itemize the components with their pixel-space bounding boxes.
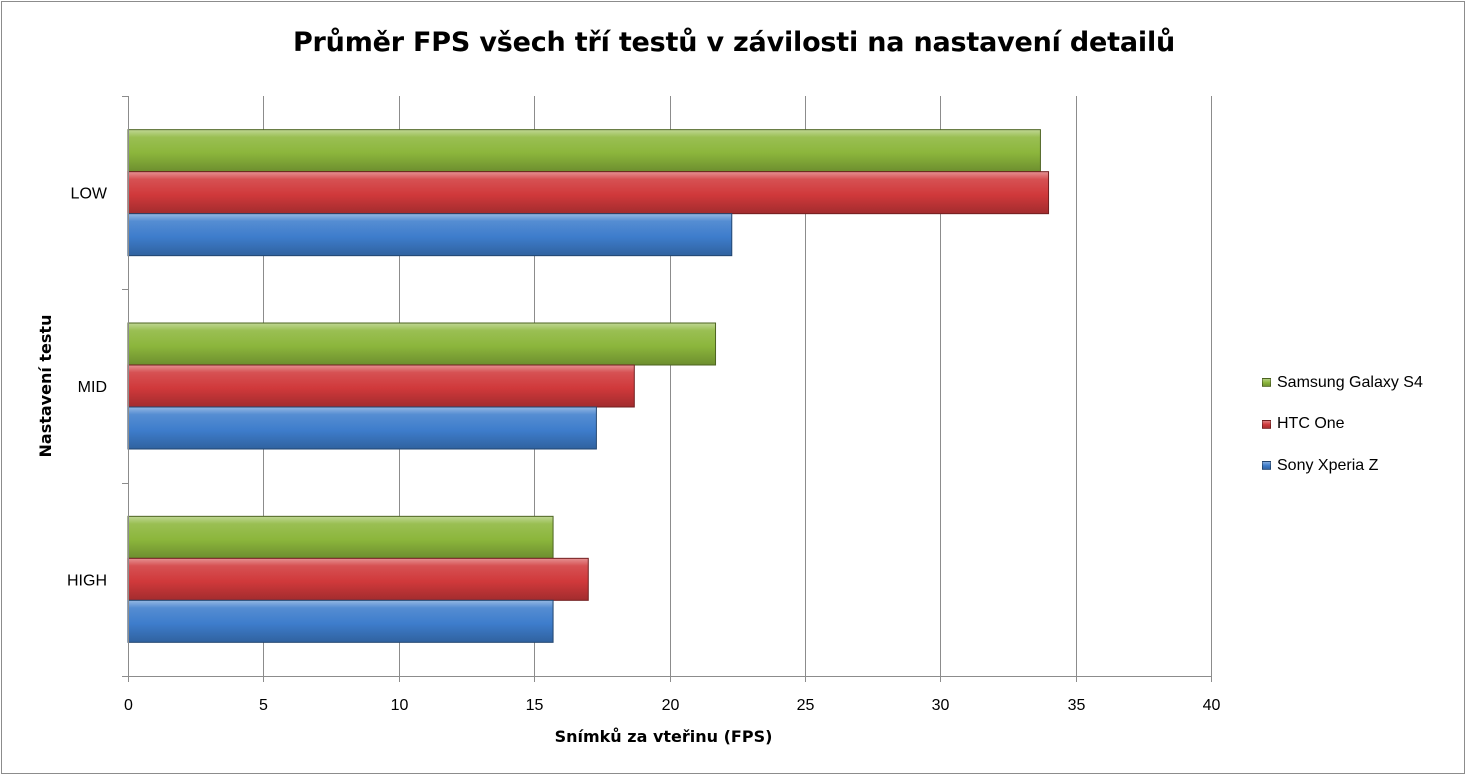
legend-label-htc: HTC One <box>1277 415 1345 432</box>
bar-high-htc <box>127 557 589 601</box>
legend-item-htc: HTC One <box>1262 414 1423 435</box>
legend-item-sony: Sony Xperia Z <box>1262 455 1423 476</box>
chart-legend: Samsung Galaxy S4 HTC One Sony Xperia Z <box>1262 372 1423 497</box>
x-tick-label: 5 <box>259 697 268 714</box>
bar-low-samsung <box>127 129 1041 173</box>
bar-high-samsung <box>127 515 554 559</box>
x-tick-label: 20 <box>662 697 680 714</box>
legend-swatch-samsung <box>1262 378 1271 387</box>
legend-item-samsung: Samsung Galaxy S4 <box>1262 372 1423 393</box>
x-tick-label: 15 <box>526 697 544 714</box>
chart-title: Průměr FPS všech tří testů v závilosti n… <box>292 27 1176 58</box>
bar-high-sony <box>127 599 554 643</box>
x-tick-label: 0 <box>124 697 133 714</box>
x-tick-label: 40 <box>1203 697 1221 714</box>
x-tick-label: 30 <box>932 697 950 714</box>
x-tick-label: 35 <box>1068 697 1086 714</box>
bar-mid-samsung <box>127 322 717 366</box>
x-tick-label: 10 <box>391 697 409 714</box>
legend-label-samsung: Samsung Galaxy S4 <box>1277 373 1423 391</box>
bar-low-htc <box>127 171 1050 215</box>
legend-swatch-sony <box>1262 461 1271 470</box>
y-tick-label: MID <box>78 379 107 396</box>
x-axis-title: Snímků za vteřinu (FPS) <box>555 727 773 746</box>
y-axis-title: Nastavení testu <box>36 315 55 458</box>
bar-mid-htc <box>127 364 635 408</box>
y-tick-label: HIGH <box>67 572 107 589</box>
bar-low-sony <box>127 213 733 257</box>
x-tick-label: 25 <box>797 697 815 714</box>
legend-label-sony: Sony Xperia Z <box>1277 456 1379 474</box>
legend-swatch-htc <box>1262 419 1271 429</box>
bar-mid-sony <box>127 406 597 450</box>
y-tick-label: LOW <box>71 186 108 203</box>
